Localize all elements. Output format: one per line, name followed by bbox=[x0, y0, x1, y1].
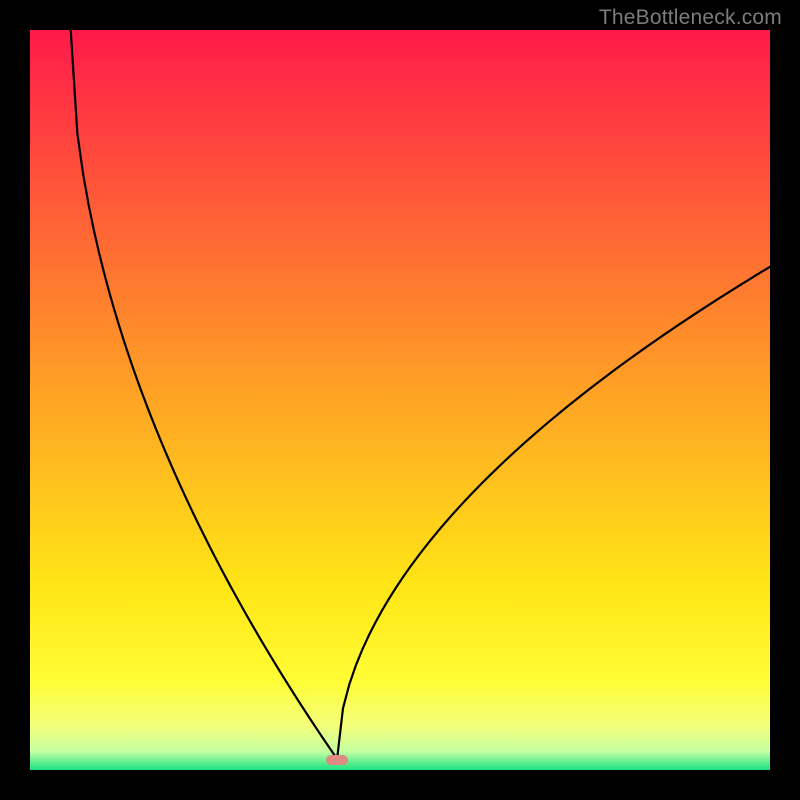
bottleneck-curve-svg bbox=[30, 30, 770, 770]
optimal-point-marker bbox=[326, 755, 348, 765]
bottleneck-curve-path bbox=[71, 30, 770, 759]
watermark-text: TheBottleneck.com bbox=[599, 6, 782, 30]
gradient-plot-area bbox=[30, 30, 770, 770]
